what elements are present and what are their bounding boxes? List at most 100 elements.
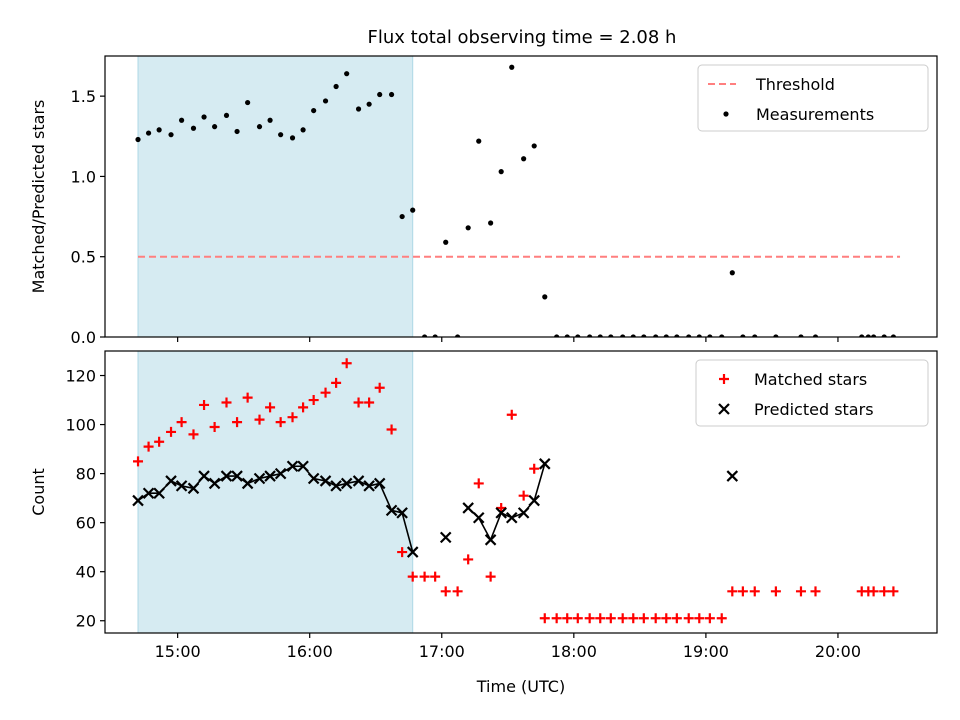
matched-star-point: [704, 613, 715, 624]
matched-star-point: [320, 387, 331, 398]
measurement-point: [465, 225, 471, 231]
y-tick-label: 1.5: [71, 87, 96, 106]
matched-star-point: [584, 613, 595, 624]
y-axis-label: Matched/Predicted stars: [29, 100, 48, 294]
measurement-point: [521, 156, 527, 162]
measurement-point: [531, 143, 537, 149]
measurement-point: [630, 334, 636, 337]
matched-star-point: [638, 613, 649, 624]
measurement-point: [674, 334, 680, 337]
predicted-star-point: [528, 494, 540, 507]
measurement-point: [773, 334, 779, 337]
measurement-point: [488, 220, 494, 226]
matched-star-point: [650, 613, 661, 624]
matched-star-point: [452, 586, 463, 597]
matched-star-point: [176, 417, 187, 428]
legend-label: Matched stars: [754, 370, 867, 389]
matched-star-point: [463, 554, 474, 565]
predicted-star-point: [153, 487, 165, 500]
matched-star-point: [331, 377, 342, 388]
measurement-point: [620, 334, 626, 337]
matched-star-point: [265, 402, 276, 413]
matched-star-point: [133, 456, 144, 467]
matched-star-point: [154, 436, 165, 447]
matched-star-point: [562, 613, 573, 624]
measurement-point: [300, 127, 306, 133]
matched-star-point: [308, 395, 319, 406]
measurement-point: [881, 334, 887, 337]
matched-star-point: [716, 613, 727, 624]
plot-area: [135, 64, 901, 337]
measurement-point: [686, 334, 692, 337]
y-tick-label: 120: [65, 367, 96, 386]
measurement-point: [278, 132, 284, 138]
count-panel: 20 40 60 80 100 120 15:00 16:00 17:00 18:00 19:00 2…: [29, 350, 938, 696]
predicted-star-point: [439, 531, 452, 544]
legend-matched-swatch: [719, 374, 729, 384]
predicted-star-point: [352, 475, 365, 487]
measurement-point: [476, 138, 482, 144]
predicted-star-point: [406, 546, 419, 558]
measurement-point: [432, 334, 438, 337]
measurement-point: [212, 124, 218, 130]
measurement-point: [653, 334, 659, 337]
predicted-star-point: [484, 534, 497, 546]
matched-star-point: [407, 571, 418, 582]
predicted-star-point: [538, 458, 551, 470]
measurement-point: [798, 334, 804, 337]
x-tick-label: 15:00: [155, 642, 201, 661]
matched-star-point: [628, 613, 639, 624]
matched-star-point: [188, 429, 199, 440]
matched-star-point: [199, 399, 210, 410]
matched-star-point: [496, 502, 507, 513]
measurement-point: [498, 169, 504, 175]
matched-star-point: [683, 613, 694, 624]
matched-star-point: [661, 613, 672, 624]
legend-label: Measurements: [756, 105, 874, 124]
measurement-point: [135, 136, 141, 143]
measurement-point: [245, 99, 251, 106]
measurement-point: [443, 239, 449, 245]
chart-title: Flux total observing time = 2.08 h: [368, 27, 677, 48]
matched-star-point: [770, 586, 781, 597]
y-tick-label: 0.0: [71, 328, 96, 347]
measurement-point: [564, 334, 570, 337]
predicted-star-point: [517, 507, 530, 519]
predicted-star-point: [142, 487, 155, 500]
x-tick-label: 18:00: [551, 642, 597, 661]
matched-star-point: [364, 397, 375, 408]
measurement-point: [256, 124, 263, 130]
predicted-star-point: [505, 511, 518, 524]
matched-star-point: [221, 397, 232, 408]
predicted-star-point: [396, 507, 408, 519]
measurement-point: [641, 334, 647, 337]
y-axis-label: Count: [29, 468, 48, 516]
predicted-star-point: [363, 480, 375, 492]
measurement-point: [267, 117, 273, 123]
legend-measurement-swatch: [723, 111, 729, 117]
measurement-point: [145, 130, 152, 136]
measurement-point: [554, 334, 560, 337]
measurement-point: [156, 127, 162, 133]
y-tick-label: 20: [76, 612, 96, 631]
predicted-star-point: [274, 467, 287, 480]
matched-star-point: [795, 586, 806, 597]
measurement-point: [190, 125, 197, 131]
legend: Threshold Measurements: [697, 64, 929, 132]
matched-star-point: [419, 571, 430, 582]
measurement-point: [333, 83, 339, 90]
measurement-point: [752, 334, 758, 337]
legend-predicted-swatch: [718, 403, 730, 415]
x-axis-label: Time (UTC): [476, 677, 565, 696]
y-tick-label: 60: [76, 514, 96, 533]
matched-star-point: [529, 463, 540, 474]
matched-star-point: [868, 586, 879, 597]
matched-star-point: [551, 613, 562, 624]
predicted-star-point: [220, 470, 233, 482]
measurement-point: [410, 207, 416, 213]
matched-star-point: [605, 613, 616, 624]
matched-star-point: [572, 613, 583, 624]
measurement-point: [322, 98, 329, 104]
axes-frame: [104, 55, 938, 338]
y-tick-label: 40: [76, 563, 96, 582]
